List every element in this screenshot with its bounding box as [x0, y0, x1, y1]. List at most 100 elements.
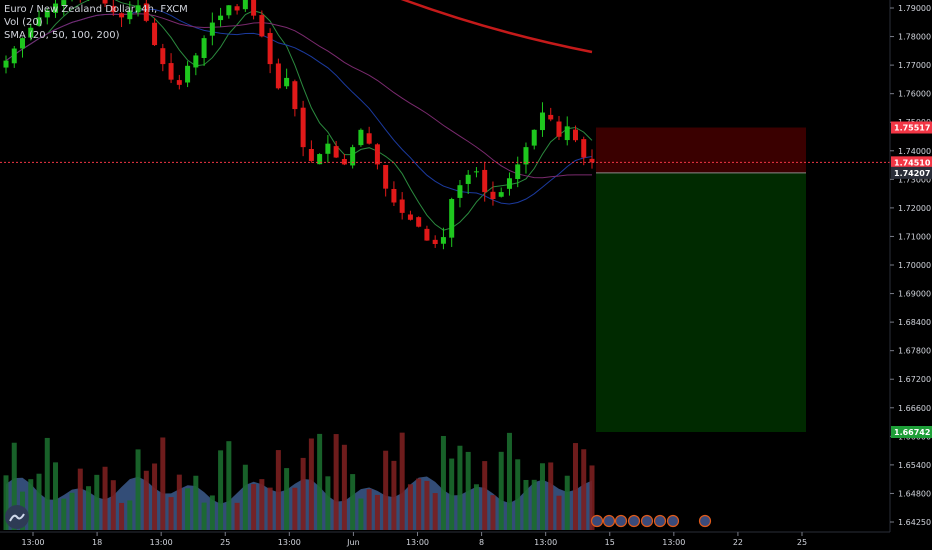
candle — [325, 135, 331, 163]
candle — [416, 216, 422, 228]
stop-price-tag-box — [891, 121, 932, 134]
economic-event-flag-icon — [602, 514, 616, 528]
entry-price-tag-label: 1.74207 — [894, 169, 930, 178]
volume-bar — [572, 443, 578, 530]
candle — [424, 225, 430, 241]
volume-bar — [399, 432, 405, 530]
candle — [226, 5, 232, 19]
price-tick-label: 1.74000 — [898, 147, 931, 156]
volume-bar — [564, 475, 570, 530]
volume-bar — [523, 479, 529, 530]
candle-body — [267, 33, 273, 65]
candle-body — [515, 164, 521, 180]
price-tick-label: 1.73000 — [898, 175, 931, 184]
time-tick-label: 22 — [733, 538, 743, 547]
volume-bar — [152, 463, 158, 530]
volume-bar — [53, 462, 59, 530]
candle-body — [506, 178, 512, 189]
economic-event-flag-icon — [653, 514, 667, 528]
candle — [506, 172, 512, 196]
time-tick-label: 13:00 — [21, 538, 44, 547]
candle — [308, 140, 314, 163]
sma-100-line — [5, 13, 592, 179]
price-tick-label: 1.70000 — [898, 261, 931, 270]
price-tags: 1.75517 1.74510 1.74207 1.66742 — [891, 121, 932, 438]
candle-body — [523, 147, 529, 165]
candle — [539, 102, 545, 137]
price-tick-label: 1.72000 — [898, 204, 931, 213]
candle — [317, 153, 323, 165]
volume-bars — [3, 432, 595, 530]
volume-bar — [176, 474, 182, 530]
candle-body — [581, 139, 587, 158]
time-tick-label: 13:00 — [150, 538, 173, 547]
candle-body — [498, 192, 504, 197]
candle — [374, 143, 380, 170]
candle-body — [358, 129, 364, 146]
candle-body — [548, 114, 554, 120]
sma-indicator-label: SMA (20, 50, 100, 200) — [4, 30, 120, 41]
position-zones — [596, 127, 806, 432]
candle — [234, 4, 240, 15]
volume-bar — [325, 476, 331, 530]
candle — [79, 0, 81, 3]
candle — [548, 107, 554, 122]
volume-bar — [110, 480, 116, 530]
volume-indicator-label: Vol (20) — [4, 17, 43, 28]
candle — [201, 35, 207, 66]
candle-body — [234, 6, 240, 11]
candle — [119, 12, 125, 27]
volume-bar — [440, 435, 446, 530]
candle-body — [325, 143, 331, 154]
candle — [531, 129, 537, 150]
candle-body — [300, 107, 306, 148]
volume-bar — [168, 497, 174, 530]
time-tick-label: 25 — [797, 538, 807, 547]
volume-bar — [300, 457, 306, 530]
price-axis: 1.790001.780001.770001.760001.750001.740… — [889, 0, 931, 532]
take-profit-zone — [596, 172, 806, 432]
economic-event-flag-icon — [614, 514, 628, 528]
time-tick-label: 13:00 — [662, 538, 685, 547]
volume-bar — [292, 487, 298, 530]
candle — [564, 116, 570, 146]
candle — [333, 140, 339, 159]
economic-event-flag-icon — [666, 514, 680, 528]
candle — [275, 58, 281, 90]
candle-body — [308, 148, 314, 161]
volume-bar — [77, 468, 83, 530]
economic-event-flag-icon — [640, 514, 654, 528]
price-tick-label: 1.65400 — [898, 461, 931, 470]
candle-body — [556, 121, 562, 137]
volume-bar — [119, 502, 125, 530]
volume-bar — [374, 494, 380, 530]
candle-body — [127, 10, 133, 20]
price-tick-label: 1.78000 — [898, 33, 931, 42]
volume-bar — [548, 462, 554, 530]
candle-body — [383, 165, 389, 189]
volume-bar — [61, 498, 67, 530]
price-tick-label: 1.79000 — [898, 4, 931, 13]
candle-body — [374, 144, 380, 165]
candle — [267, 28, 273, 74]
volume-bar — [333, 434, 339, 530]
candle — [209, 12, 215, 46]
candle — [407, 210, 413, 221]
candle — [556, 116, 562, 141]
volume-bar — [465, 451, 471, 530]
volume-bar — [201, 502, 207, 530]
volume-bar — [44, 437, 50, 530]
candle-body — [416, 217, 422, 227]
volume-bar — [424, 480, 430, 530]
moving-averages — [5, 0, 593, 231]
candle — [292, 79, 298, 117]
candle — [440, 227, 446, 250]
candle — [284, 68, 290, 90]
candle-body — [119, 13, 125, 18]
volume-bar — [209, 495, 215, 530]
candle — [44, 8, 50, 25]
volume-bar — [251, 484, 257, 530]
volume-bar — [449, 458, 455, 530]
candle-body — [242, 0, 248, 10]
